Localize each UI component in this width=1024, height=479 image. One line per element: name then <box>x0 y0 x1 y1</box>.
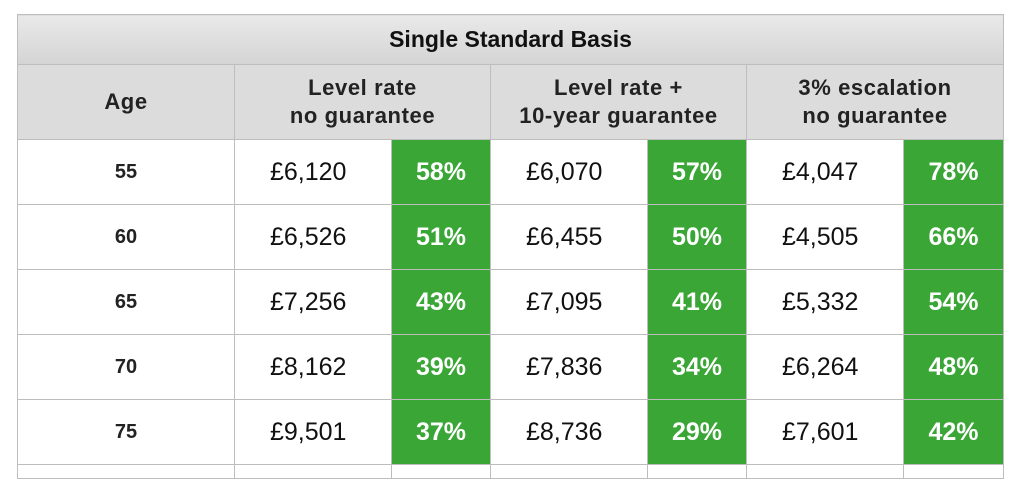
guarantee-amount-cell: £8,736 <box>490 399 648 465</box>
level-rate-percent-cell: 39% <box>391 334 491 400</box>
level-rate-percent-cell: 58% <box>391 139 491 205</box>
level-rate-amount-cell: £8,162 <box>234 334 392 400</box>
header-col2-line2: 10-year guarantee <box>519 103 718 128</box>
header-col3-line1: 3% escalation <box>798 75 952 100</box>
guarantee-amount-cell: £6,070 <box>490 139 648 205</box>
level-rate-percent-cell: 43% <box>391 269 491 335</box>
table-row: 55 £6,120 58% £6,070 57% £4,047 78% <box>17 139 1005 205</box>
header-escalation-no-guarantee: 3% escalation no guarantee <box>745 64 1005 140</box>
escalation-amount-cell: £5,332 <box>746 269 904 335</box>
header-col3-line2: no guarantee <box>802 103 948 128</box>
table-title-row: Single Standard Basis <box>16 14 1005 65</box>
tail-cell <box>234 464 392 479</box>
table-row: 70 £8,162 39% £7,836 34% £6,264 48% <box>17 334 1005 400</box>
table-row: 65 £7,256 43% £7,095 41% £5,332 54% <box>17 269 1005 335</box>
level-rate-amount-cell: £7,256 <box>234 269 392 335</box>
escalation-amount-cell: £7,601 <box>746 399 904 465</box>
level-rate-amount-cell: £9,501 <box>234 399 392 465</box>
tail-cell <box>17 464 235 479</box>
guarantee-amount-cell: £7,095 <box>490 269 648 335</box>
escalation-amount-cell: £4,505 <box>746 204 904 270</box>
guarantee-amount-cell: £6,455 <box>490 204 648 270</box>
level-rate-percent-cell: 51% <box>391 204 491 270</box>
guarantee-percent-cell: 29% <box>647 399 747 465</box>
tail-cell <box>490 464 648 479</box>
annuity-rates-table: Single Standard Basis Age Level rate no … <box>16 14 1005 479</box>
table-header-row: Age Level rate no guarantee Level rate +… <box>17 64 1005 140</box>
escalation-amount-cell: £6,264 <box>746 334 904 400</box>
escalation-percent-cell: 66% <box>902 204 1005 270</box>
table-title: Single Standard Basis <box>16 14 1005 65</box>
header-level-rate-10yr-guarantee: Level rate + 10-year guarantee <box>490 64 747 140</box>
tail-cell <box>746 464 904 479</box>
guarantee-percent-cell: 41% <box>647 269 747 335</box>
level-rate-percent-cell: 37% <box>391 399 491 465</box>
annuity-rates-table-container: Single Standard Basis Age Level rate no … <box>16 14 1005 479</box>
guarantee-amount-cell: £7,836 <box>490 334 648 400</box>
escalation-amount-cell: £4,047 <box>746 139 904 205</box>
table-row: 75 £9,501 37% £8,736 29% £7,601 42% <box>17 399 1005 465</box>
escalation-percent-cell: 78% <box>902 139 1005 205</box>
guarantee-percent-cell: 57% <box>647 139 747 205</box>
level-rate-amount-cell: £6,120 <box>234 139 392 205</box>
table-tail-row <box>17 464 1005 479</box>
tail-cell <box>647 464 747 479</box>
header-col1-line2: no guarantee <box>289 103 436 128</box>
escalation-percent-cell: 42% <box>902 399 1005 465</box>
level-rate-amount-cell: £6,526 <box>234 204 392 270</box>
guarantee-percent-cell: 34% <box>647 334 747 400</box>
age-cell: 75 <box>17 399 235 465</box>
age-cell: 60 <box>17 204 235 270</box>
tail-cell <box>391 464 491 479</box>
header-col1-line1: Level rate <box>308 75 417 100</box>
escalation-percent-cell: 48% <box>902 334 1005 400</box>
header-level-rate-no-guarantee: Level rate no guarantee <box>234 64 491 140</box>
tail-cell <box>902 464 1005 479</box>
age-cell: 55 <box>17 139 235 205</box>
table-row: 60 £6,526 51% £6,455 50% £4,505 66% <box>17 204 1005 270</box>
guarantee-percent-cell: 50% <box>647 204 747 270</box>
header-age: Age <box>17 64 235 140</box>
header-col2-line1: Level rate + <box>554 75 683 100</box>
age-cell: 65 <box>17 269 235 335</box>
age-cell: 70 <box>17 334 235 400</box>
escalation-percent-cell: 54% <box>902 269 1005 335</box>
